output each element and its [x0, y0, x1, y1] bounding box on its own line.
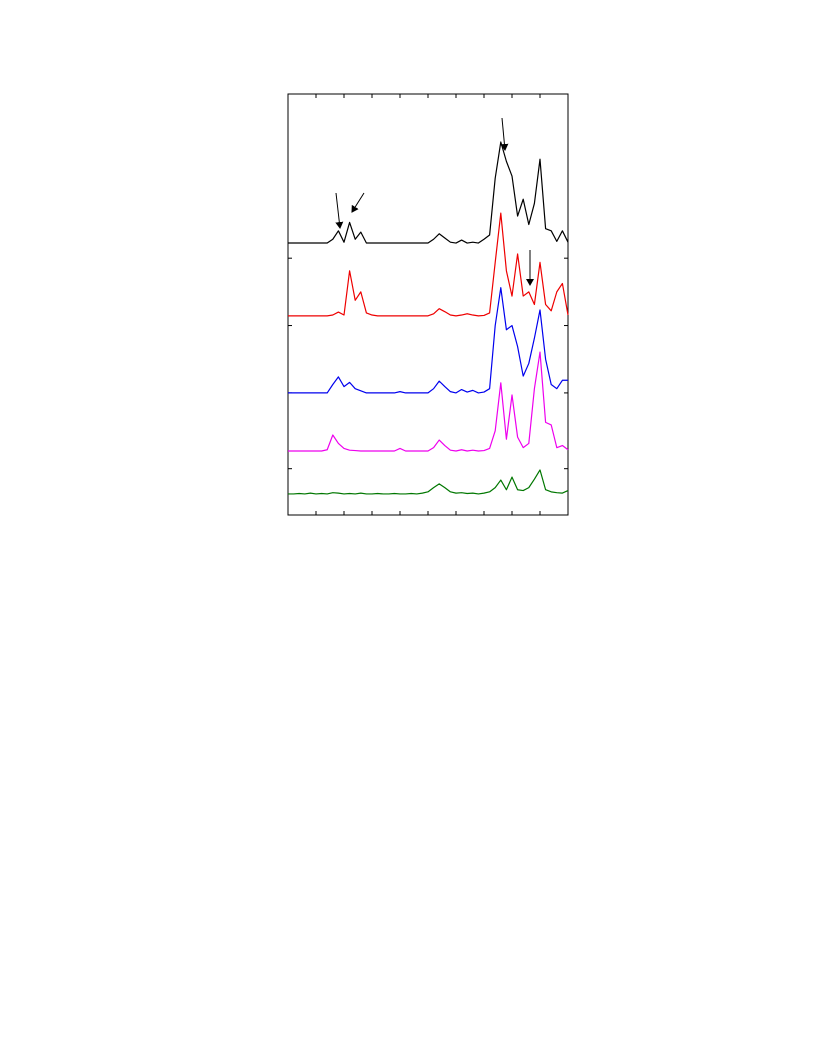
arrow [335, 192, 344, 229]
spectrum-line [288, 351, 569, 452]
arrow [500, 117, 509, 151]
spectrum-line [288, 212, 569, 317]
spectrum-line [288, 469, 569, 495]
plot-frame [287, 93, 569, 516]
arrow [351, 192, 365, 213]
spectrum-line [288, 141, 569, 244]
spectrum-line [288, 287, 568, 394]
